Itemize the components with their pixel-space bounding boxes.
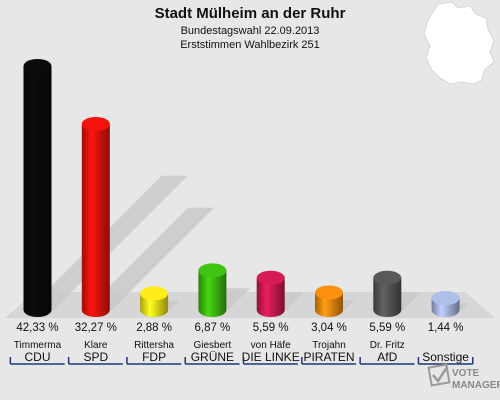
- candidate-label-spd: Klare: [84, 340, 108, 351]
- bar-cap-die-linke: [256, 270, 285, 285]
- candidate-label-cdu: Timmerma: [14, 340, 62, 351]
- category-rule: [9, 357, 474, 365]
- value-label-piraten: 3,04 %: [311, 322, 347, 334]
- candidate-label-die-linke: von Häfe: [251, 340, 291, 351]
- vote-manager-logo: VOTE MANAGER: [427, 363, 500, 391]
- logo-text-manager: MANAGER: [452, 380, 500, 391]
- bar-cap-spd: [81, 116, 110, 131]
- party-label-afd: AfD: [377, 350, 397, 364]
- candidate-label-fdp: Rittersha: [134, 340, 174, 351]
- candidate-labels: Timmerma Klare Rittersha Giesbert von Häfe Tr…: [14, 340, 405, 351]
- party-label-die-linke: DIE LINKE: [242, 350, 300, 364]
- value-label-spd: 32,27 %: [75, 322, 117, 334]
- party-label-fdp: FDP: [142, 350, 166, 364]
- germany-map-icon: [423, 1, 495, 85]
- value-labels: 42,33 % 32,27 % 2,88 % 6,87 % 5,59 % 3,04 % 5,…: [16, 322, 463, 334]
- chart-subtitle-district: Erststimmen Wahlbezirk 251: [180, 39, 320, 51]
- value-label-gr-ne: 6,87 %: [194, 322, 230, 334]
- bar-shadow-spd: [85, 207, 215, 310]
- bar-spd: [81, 123, 110, 318]
- value-label-cdu: 42,33 %: [16, 322, 58, 334]
- bar-afd: [373, 277, 402, 318]
- value-label-fdp: 2,88 %: [136, 322, 172, 334]
- logo-text-vote: VOTE: [452, 368, 480, 379]
- candidate-label-gr-ne: Giesbert: [194, 340, 232, 351]
- party-label-cdu: CDU: [25, 350, 51, 364]
- bar-die-linke: [256, 277, 285, 318]
- party-labels: CDU SPD FDP GRÜNE DIE LINKE PIRATEN AfD Sonstig…: [25, 350, 470, 364]
- bar-cdu: [23, 66, 52, 318]
- candidate-label-afd: Dr. Fritz: [370, 340, 405, 351]
- value-label-sonstige: 1,44 %: [428, 322, 464, 334]
- bar-cap-afd: [373, 270, 402, 285]
- value-label-afd: 5,59 %: [369, 322, 405, 334]
- bars: [23, 59, 460, 318]
- chart-floor: [5, 292, 495, 318]
- party-label-gr-ne: GRÜNE: [191, 350, 234, 364]
- bar-cap-cdu: [23, 59, 52, 73]
- bar-gr-ne: [198, 270, 227, 318]
- bar-cap-sonstige: [431, 291, 460, 305]
- chart-subtitle-date: Bundestagswahl 22.09.2013: [181, 25, 320, 37]
- value-label-die-linke: 5,59 %: [253, 322, 289, 334]
- bar-cap-gr-ne: [198, 263, 227, 278]
- bar-cap-fdp: [140, 286, 169, 301]
- candidate-label-piraten: Trojahn: [312, 340, 346, 351]
- party-label-sonstige: Sonstige: [422, 350, 469, 364]
- chart-title: Stadt Mülheim an der Ruhr: [155, 5, 346, 22]
- bar-piraten: [315, 292, 343, 317]
- party-label-spd: SPD: [83, 350, 108, 364]
- bar-cap-piraten: [315, 285, 343, 300]
- party-label-piraten: PIRATEN: [303, 350, 354, 364]
